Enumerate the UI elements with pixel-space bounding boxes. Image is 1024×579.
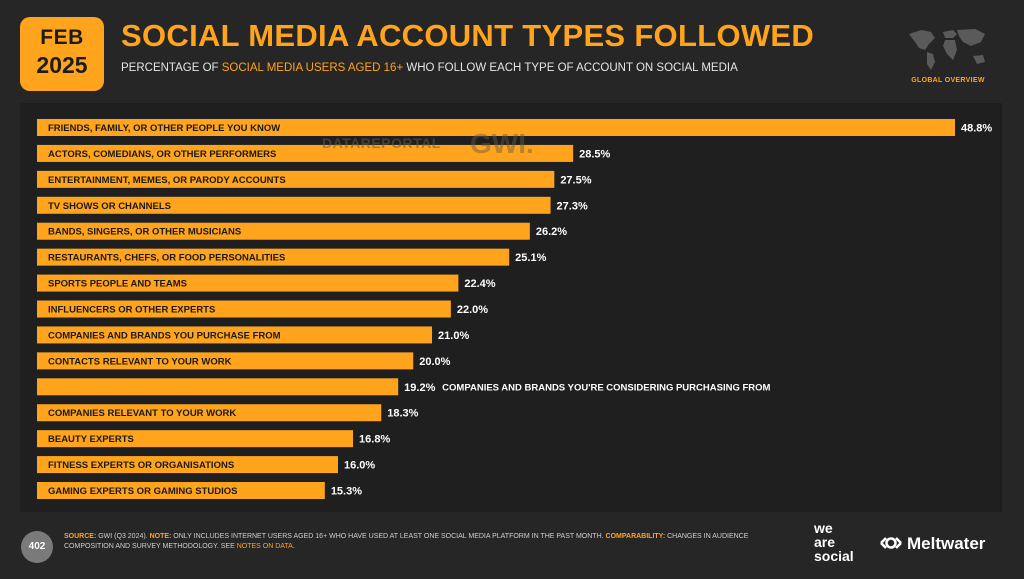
bar-category-label: COMPANIES RELEVANT TO YOUR WORK: [48, 408, 236, 419]
bar-category-label: BANDS, SINGERS, OR OTHER MUSICIANS: [48, 227, 241, 238]
map-label: GLOBAL OVERVIEW: [911, 77, 985, 84]
footer-end: .: [292, 543, 295, 550]
bar-value-label: 19.2%: [404, 382, 435, 394]
bar-value-label: 27.5%: [560, 174, 591, 186]
bar-category-label: FRIENDS, FAMILY, OR OTHER PEOPLE YOU KNO…: [48, 123, 280, 134]
bar-value-label: 20.0%: [419, 356, 450, 368]
bar-category-label: COMPANIES AND BRANDS YOU'RE CONSIDERING …: [442, 382, 770, 393]
bar: [37, 352, 414, 370]
note-text: ONLY INCLUDES INTERNET USERS AGED 16+ WH…: [171, 533, 606, 540]
bar-value-label: 26.2%: [536, 226, 567, 238]
bar-category-label: CONTACTS RELEVANT TO YOUR WORK: [48, 356, 232, 367]
meltwater-logo: Meltwater: [878, 534, 985, 554]
bar-value-label: 22.4%: [464, 278, 495, 290]
date-month: FEB: [40, 26, 84, 49]
date-year: 2025: [36, 52, 88, 78]
subtitle-highlight: SOCIAL MEDIA USERS AGED 16+: [221, 62, 404, 74]
bar-value-label: 48.8%: [961, 123, 992, 135]
note-label: NOTE:: [149, 533, 172, 540]
we-are-social-logo: we are social: [814, 521, 854, 563]
comparability-text: CHANGES IN AUDIENCE COMPOSITION AND SURV…: [64, 533, 749, 550]
comparability-label: COMPARABILITY:: [605, 533, 666, 540]
footer-source: SOURCE: GWI (Q3 2024). NOTE: ONLY INCLUD…: [64, 532, 764, 552]
bar-category-label: RESTAURANTS, CHEFS, OR FOOD PERSONALITIE…: [48, 253, 285, 264]
bar-value-label: 15.3%: [331, 486, 362, 498]
subtitle-post: WHO FOLLOW EACH TYPE OF ACCOUNT ON SOCIA…: [403, 62, 738, 74]
bar-category-label: GAMING EXPERTS OR GAMING STUDIOS: [48, 486, 238, 497]
was-line-3: social: [814, 548, 854, 564]
bar-category-label: BEAUTY EXPERTS: [48, 434, 134, 445]
watermark-gwi: GWI.: [470, 128, 534, 159]
bar: [37, 222, 530, 240]
bar-value-label: 25.1%: [515, 252, 546, 264]
bar-category-label: ENTERTAINMENT, MEMES, OR PARODY ACCOUNTS: [48, 175, 286, 186]
bar-value-label: 16.8%: [359, 434, 390, 446]
bar-category-label: FITNESS EXPERTS OR ORGANISATIONS: [48, 460, 234, 471]
bar-category-label: SPORTS PEOPLE AND TEAMS: [48, 279, 187, 290]
bar-category-label: INFLUENCERS OR OTHER EXPERTS: [48, 305, 215, 316]
page-number: 402: [21, 531, 53, 563]
world-map-icon: [909, 29, 985, 70]
source-label: SOURCE:: [64, 533, 97, 540]
bar-value-label: 22.0%: [457, 304, 488, 316]
bar-category-label: TV SHOWS OR CHANNELS: [48, 201, 171, 212]
bar: [37, 378, 399, 396]
was-line-2: are: [814, 534, 836, 550]
page-title: SOCIAL MEDIA ACCOUNT TYPES FOLLOWED: [121, 18, 815, 53]
bar-value-label: 18.3%: [387, 408, 418, 420]
bar: [37, 196, 551, 214]
bar: [37, 170, 555, 188]
bar: [37, 482, 325, 500]
source-text: GWI (Q3 2024).: [96, 533, 150, 540]
date-badge: FEB 2025: [20, 17, 104, 91]
bar: [37, 326, 433, 344]
bar-category-label: COMPANIES AND BRANDS YOU PURCHASE FROM: [48, 330, 281, 341]
bar-value-label: 28.5%: [579, 148, 610, 160]
bar: [37, 119, 955, 136]
bar-value-label: 21.0%: [438, 330, 469, 342]
watermark-datareportal: DATAREPORTAL: [322, 135, 441, 151]
meltwater-text: Meltwater: [907, 534, 986, 553]
bar: [37, 300, 451, 318]
bar: [37, 404, 382, 422]
was-line-1: we: [814, 520, 833, 536]
notes-on-data-link[interactable]: NOTES ON DATA: [236, 543, 293, 550]
page-subtitle: PERCENTAGE OF SOCIAL MEDIA USERS AGED 16…: [121, 62, 738, 74]
bar-category-label: ACTORS, COMEDIANS, OR OTHER PERFORMERS: [48, 149, 276, 160]
meltwater-icon: [880, 537, 902, 549]
bar-value-label: 27.3%: [557, 200, 588, 212]
bar: [37, 274, 459, 292]
bar: [37, 456, 338, 474]
subtitle-pre: PERCENTAGE OF: [121, 62, 222, 74]
bar: [37, 248, 510, 266]
bar: [37, 430, 354, 448]
bar-value-label: 16.0%: [344, 460, 375, 472]
bar: [37, 144, 574, 162]
